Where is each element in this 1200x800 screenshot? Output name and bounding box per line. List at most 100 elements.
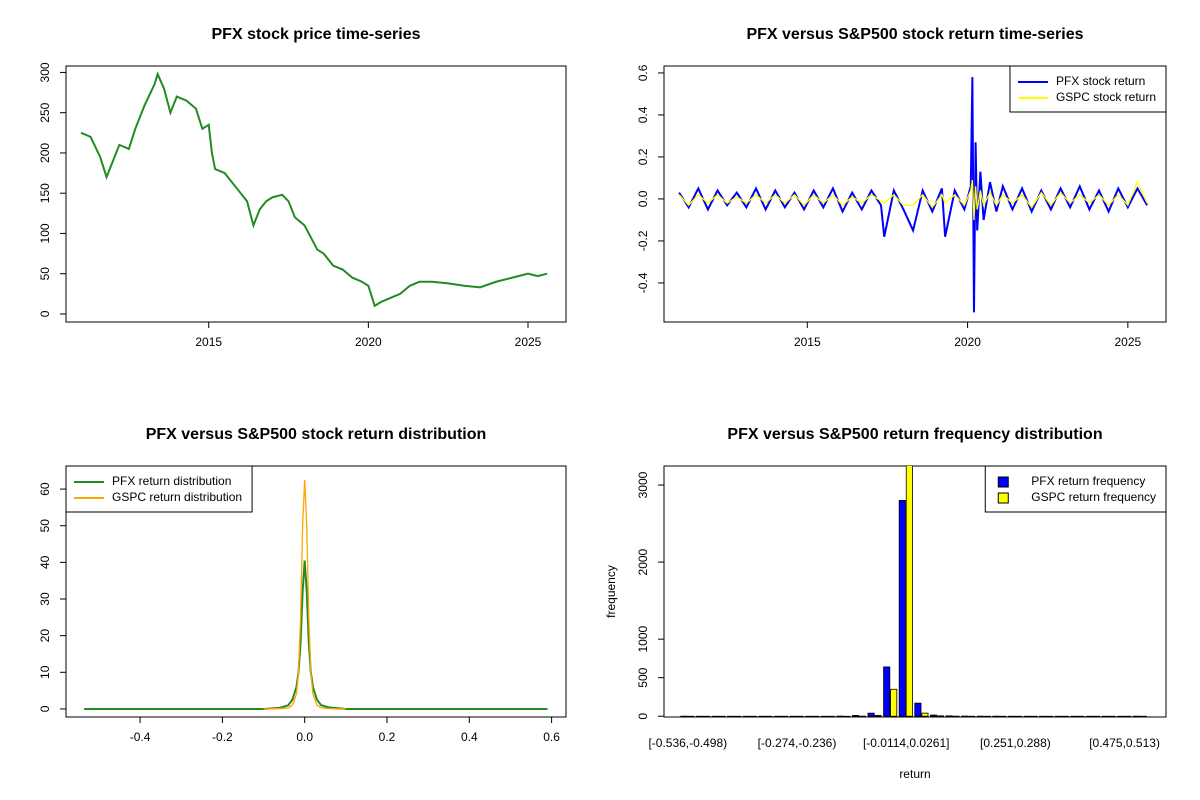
- bar: [695, 715, 704, 717]
- y-tick-label: 1000: [636, 625, 650, 652]
- bar: [773, 715, 782, 717]
- bar: [999, 715, 1007, 717]
- bar: [859, 715, 867, 717]
- y-tick-label: 50: [38, 267, 52, 281]
- plot-frame: [663, 465, 1167, 718]
- y-tick-label: 50: [38, 519, 52, 533]
- bar: [1046, 715, 1054, 717]
- legend-label: PFX return distribution: [112, 474, 231, 488]
- y-tick-label: 0: [636, 713, 650, 720]
- bar: [718, 715, 726, 717]
- bar: [742, 715, 750, 717]
- bar: [727, 715, 735, 717]
- bar: [1132, 715, 1140, 717]
- y-tick-label: 2000: [636, 548, 650, 575]
- x-tick-label: -0.4: [130, 730, 151, 744]
- chart-title: PFX versus S&P500 return frequency distr…: [727, 426, 1102, 443]
- bar: [1054, 715, 1062, 717]
- bar: [1124, 715, 1132, 717]
- bar: [976, 715, 984, 717]
- y-tick-label: -0.4: [636, 272, 650, 293]
- y-tick-label: 300: [38, 62, 52, 82]
- x-tick-label: -0.2: [212, 730, 233, 744]
- legend-label: GSPC return frequency: [1031, 490, 1156, 504]
- plot-area: [678, 77, 1148, 313]
- bar: [749, 715, 757, 717]
- x-axis-label: return: [899, 767, 930, 781]
- bar: [961, 715, 969, 717]
- x-tick-label: 0.6: [543, 730, 560, 744]
- bar: [929, 714, 938, 717]
- y-tick-label: 0.6: [636, 64, 650, 81]
- y-axis-label: frequency: [604, 565, 618, 618]
- bar: [734, 715, 742, 717]
- bar: [1030, 715, 1038, 717]
- bar: [937, 715, 945, 717]
- legend: PFX stock return GSPC stock return: [1009, 65, 1167, 113]
- x-tick-label: [0.251,0.288): [980, 736, 1051, 750]
- bar: [796, 715, 804, 717]
- y-tick-label: 20: [38, 629, 52, 643]
- bar: [1085, 715, 1094, 717]
- line-series: [80, 71, 548, 308]
- bar: [1039, 715, 1047, 717]
- line-series: [678, 77, 1148, 313]
- plot-area: [84, 479, 548, 710]
- line-series: [678, 179, 1148, 220]
- plot-area: [80, 71, 548, 308]
- legend-box: [984, 465, 1167, 513]
- y-tick-label: 0.4: [636, 106, 650, 123]
- y-tick-label: -0.2: [636, 230, 650, 251]
- x-tick-label: 0.0: [296, 730, 313, 744]
- bar: [843, 715, 851, 717]
- chart-title: PFX stock price time-series: [212, 26, 421, 43]
- bar: [968, 715, 976, 717]
- legend: PFX return frequency GSPC return frequenc…: [984, 465, 1167, 513]
- bar: [874, 715, 882, 717]
- y-tick-label: 0.2: [636, 148, 650, 165]
- bar: [680, 715, 688, 717]
- x-tick-label: 0.4: [461, 730, 478, 744]
- bar: [1023, 715, 1031, 717]
- x-tick-label: 2025: [515, 335, 542, 349]
- y-tick-label: 60: [38, 482, 52, 496]
- bar: [836, 715, 844, 717]
- bar: [711, 715, 719, 717]
- bar: [851, 715, 860, 717]
- bar: [687, 715, 695, 717]
- bar: [952, 715, 960, 717]
- bar: [983, 715, 991, 717]
- bar: [812, 715, 820, 717]
- x-tick-label: [0.475,0.513): [1089, 736, 1160, 750]
- bar: [1015, 715, 1023, 717]
- bar: [905, 466, 913, 717]
- y-tick-label: 250: [38, 102, 52, 122]
- bar: [1070, 715, 1078, 717]
- y-tick-label: 150: [38, 183, 52, 203]
- legend-key: [997, 492, 1009, 504]
- x-tick-label: 0.2: [379, 730, 396, 744]
- x-tick-label: [-0.274,-0.236): [758, 736, 837, 750]
- bar: [883, 666, 891, 717]
- bar: [914, 702, 922, 717]
- bar: [781, 715, 789, 717]
- bar: [827, 715, 835, 717]
- y-tick-label: 40: [38, 555, 52, 569]
- y-tick-label: 100: [38, 223, 52, 243]
- bar: [805, 715, 813, 717]
- y-tick-label: 200: [38, 143, 52, 163]
- legend: PFX return distribution GSPC return distr…: [65, 465, 253, 513]
- y-tick-label: 0.0: [636, 190, 650, 207]
- bar: [765, 715, 773, 717]
- chart-title: PFX versus S&P500 stock return time-seri…: [746, 26, 1083, 43]
- x-tick-label: 2025: [1115, 335, 1142, 349]
- bar: [1101, 715, 1109, 717]
- bar: [1007, 715, 1016, 717]
- bar: [867, 712, 875, 717]
- bar: [820, 715, 828, 717]
- y-tick-label: 0: [38, 310, 52, 317]
- plot-frame: [663, 65, 1167, 323]
- x-tick-label: [-0.0114,0.0261]: [863, 736, 950, 750]
- x-tick-label: 2015: [794, 335, 821, 349]
